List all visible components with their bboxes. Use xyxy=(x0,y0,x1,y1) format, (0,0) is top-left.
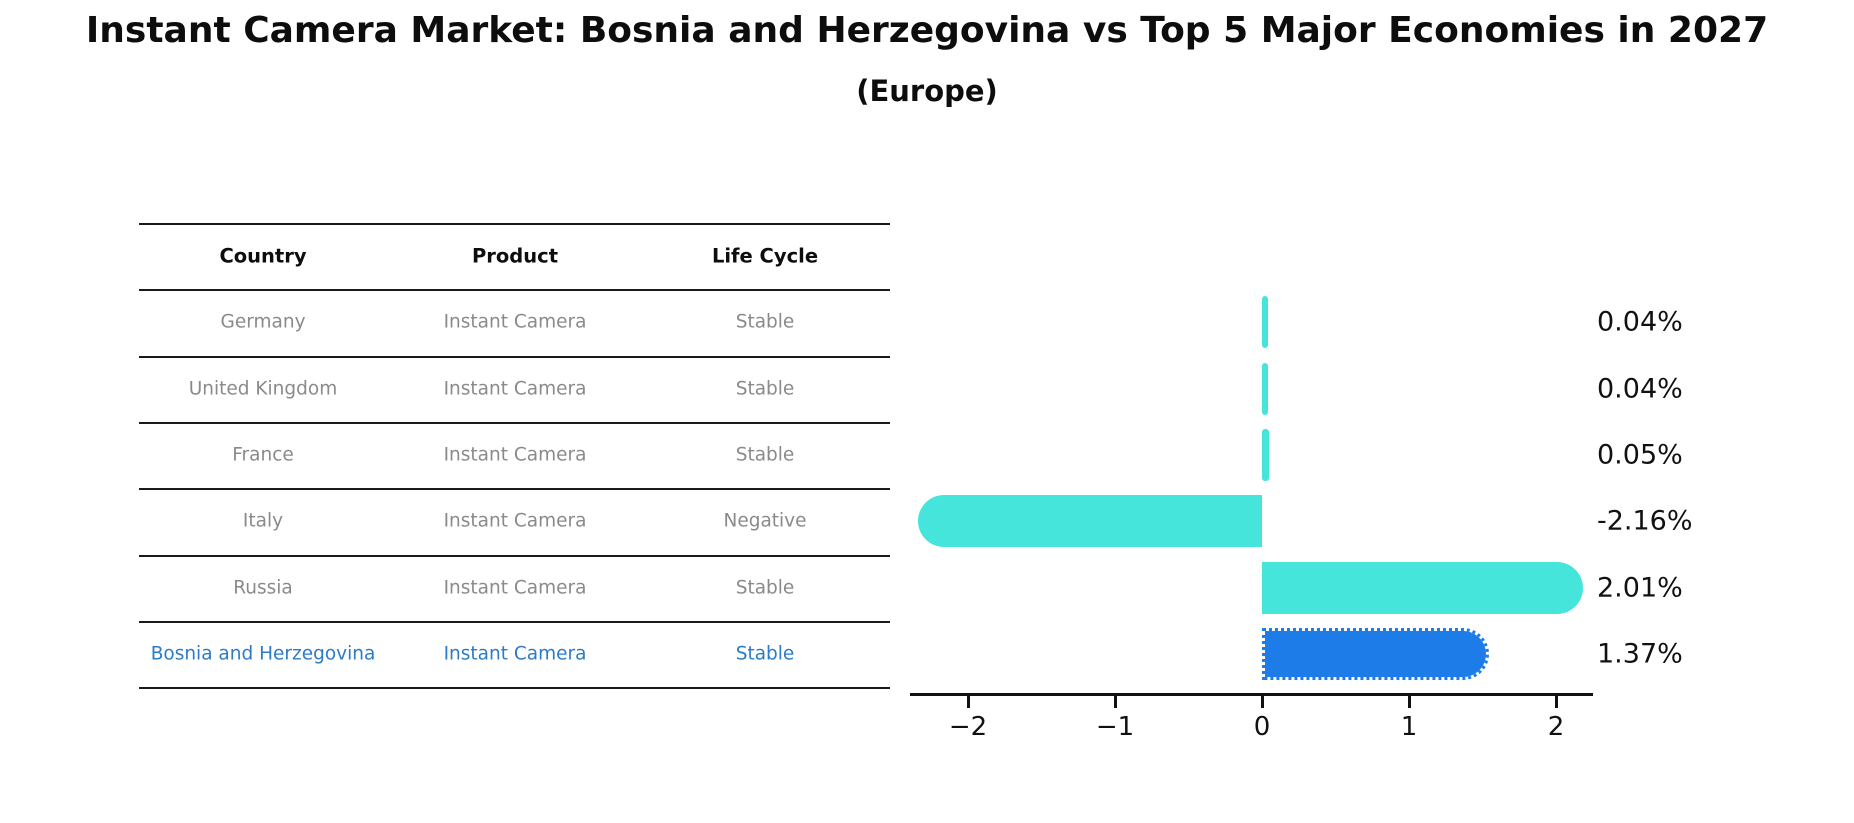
value-label-italy: -2.16% xyxy=(1597,505,1693,537)
x-axis-line xyxy=(910,693,1593,696)
table-row-divider xyxy=(139,289,890,291)
x-axis-tick xyxy=(1114,696,1117,708)
bar-russia xyxy=(1262,562,1583,614)
product-cell-russia: Instant Camera xyxy=(443,577,587,599)
product-cell-germany: Instant Camera xyxy=(443,311,587,333)
x-axis-tick-label: 2 xyxy=(1547,712,1565,742)
table-row-divider xyxy=(139,422,890,424)
life-cycle-cell-france: Stable xyxy=(735,444,795,466)
country-cell-bosnia-and-herzegovina: Bosnia and Herzegovina xyxy=(150,643,376,665)
life-cycle-cell-bosnia-and-herzegovina: Stable xyxy=(735,643,795,665)
table-row-divider xyxy=(139,488,890,490)
value-label-bosnia-and-herzegovina: 1.37% xyxy=(1597,638,1683,670)
chart-title: Instant Camera Market: Bosnia and Herzeg… xyxy=(85,10,1769,51)
life-cycle-cell-italy: Negative xyxy=(723,510,807,532)
product-cell-italy: Instant Camera xyxy=(443,510,587,532)
value-label-france: 0.05% xyxy=(1597,439,1683,471)
life-cycle-cell-russia: Stable xyxy=(735,577,795,599)
chart-subtitle: (Europe) xyxy=(856,74,998,108)
country-cell-italy: Italy xyxy=(242,510,284,532)
x-axis-tick-label: 1 xyxy=(1400,712,1418,742)
bar-germany xyxy=(1262,296,1268,348)
product-cell-united-kingdom: Instant Camera xyxy=(443,378,587,400)
life-cycle-cell-germany: Stable xyxy=(735,311,795,333)
table-row-divider xyxy=(139,621,890,623)
column-header-life-cycle: Life Cycle xyxy=(711,244,819,268)
life-cycle-cell-united-kingdom: Stable xyxy=(735,378,795,400)
x-axis-tick-label: −1 xyxy=(1095,712,1135,742)
x-axis-tick xyxy=(1261,696,1264,708)
country-cell-united-kingdom: United Kingdom xyxy=(188,378,338,400)
product-cell-france: Instant Camera xyxy=(443,444,587,466)
x-axis-tick xyxy=(1408,696,1411,708)
table-top-border xyxy=(139,223,890,225)
x-axis-tick xyxy=(1555,696,1558,708)
bar-bosnia-and-herzegovina xyxy=(1262,628,1489,680)
value-label-united-kingdom: 0.04% xyxy=(1597,373,1683,405)
x-axis-tick-label: −2 xyxy=(948,712,988,742)
value-label-russia: 2.01% xyxy=(1597,572,1683,604)
x-axis-tick-label: 0 xyxy=(1253,712,1271,742)
bar-united-kingdom xyxy=(1262,363,1268,415)
table-row-divider xyxy=(139,356,890,358)
country-cell-france: France xyxy=(232,444,294,466)
column-header-product: Product xyxy=(471,244,559,268)
column-header-country: Country xyxy=(219,244,307,268)
bar-italy xyxy=(918,495,1262,547)
x-axis-tick xyxy=(967,696,970,708)
product-cell-bosnia-and-herzegovina: Instant Camera xyxy=(443,643,587,665)
country-cell-germany: Germany xyxy=(220,311,306,333)
value-label-germany: 0.04% xyxy=(1597,306,1683,338)
country-cell-russia: Russia xyxy=(233,577,293,599)
table-row-divider xyxy=(139,555,890,557)
bar-france xyxy=(1262,429,1269,481)
table-row-divider xyxy=(139,687,890,689)
